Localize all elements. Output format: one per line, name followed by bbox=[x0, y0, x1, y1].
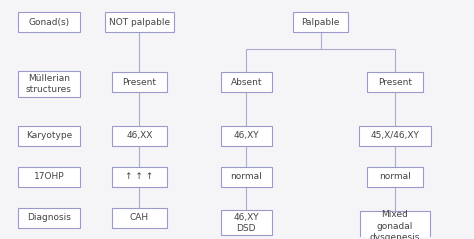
FancyBboxPatch shape bbox=[111, 72, 167, 92]
FancyBboxPatch shape bbox=[221, 167, 272, 187]
Text: CAH: CAH bbox=[130, 213, 149, 222]
Text: normal: normal bbox=[379, 172, 411, 181]
Text: 46,XY
DSD: 46,XY DSD bbox=[234, 212, 259, 233]
FancyBboxPatch shape bbox=[367, 72, 423, 92]
Text: Diagnosis: Diagnosis bbox=[27, 213, 71, 222]
FancyBboxPatch shape bbox=[221, 72, 272, 92]
Text: Karyotype: Karyotype bbox=[26, 131, 72, 140]
FancyBboxPatch shape bbox=[18, 12, 80, 32]
FancyBboxPatch shape bbox=[18, 167, 80, 187]
Text: 45,X/46,XY: 45,X/46,XY bbox=[371, 131, 419, 140]
Text: Palpable: Palpable bbox=[301, 18, 340, 27]
Text: 46,XY: 46,XY bbox=[234, 131, 259, 140]
Text: 46,XX: 46,XX bbox=[126, 131, 153, 140]
FancyBboxPatch shape bbox=[111, 208, 167, 228]
FancyBboxPatch shape bbox=[18, 71, 80, 97]
FancyBboxPatch shape bbox=[18, 208, 80, 228]
FancyBboxPatch shape bbox=[360, 211, 430, 239]
FancyBboxPatch shape bbox=[111, 167, 167, 187]
Text: Gonad(s): Gonad(s) bbox=[28, 18, 69, 27]
Text: Müllerian
structures: Müllerian structures bbox=[26, 74, 72, 94]
Text: normal: normal bbox=[230, 172, 262, 181]
Text: Absent: Absent bbox=[230, 77, 262, 87]
Text: Mixed
gonadal
dysgenesis: Mixed gonadal dysgenesis bbox=[370, 211, 420, 239]
FancyBboxPatch shape bbox=[293, 12, 348, 32]
FancyBboxPatch shape bbox=[111, 126, 167, 146]
Text: ↑ ↑ ↑: ↑ ↑ ↑ bbox=[125, 172, 154, 181]
FancyBboxPatch shape bbox=[221, 210, 272, 235]
Text: Present: Present bbox=[122, 77, 156, 87]
FancyBboxPatch shape bbox=[367, 167, 423, 187]
FancyBboxPatch shape bbox=[221, 126, 272, 146]
FancyBboxPatch shape bbox=[105, 12, 174, 32]
Text: NOT palpable: NOT palpable bbox=[109, 18, 170, 27]
Text: Present: Present bbox=[378, 77, 412, 87]
FancyBboxPatch shape bbox=[359, 126, 431, 146]
FancyBboxPatch shape bbox=[18, 126, 80, 146]
Text: 17OHP: 17OHP bbox=[34, 172, 64, 181]
